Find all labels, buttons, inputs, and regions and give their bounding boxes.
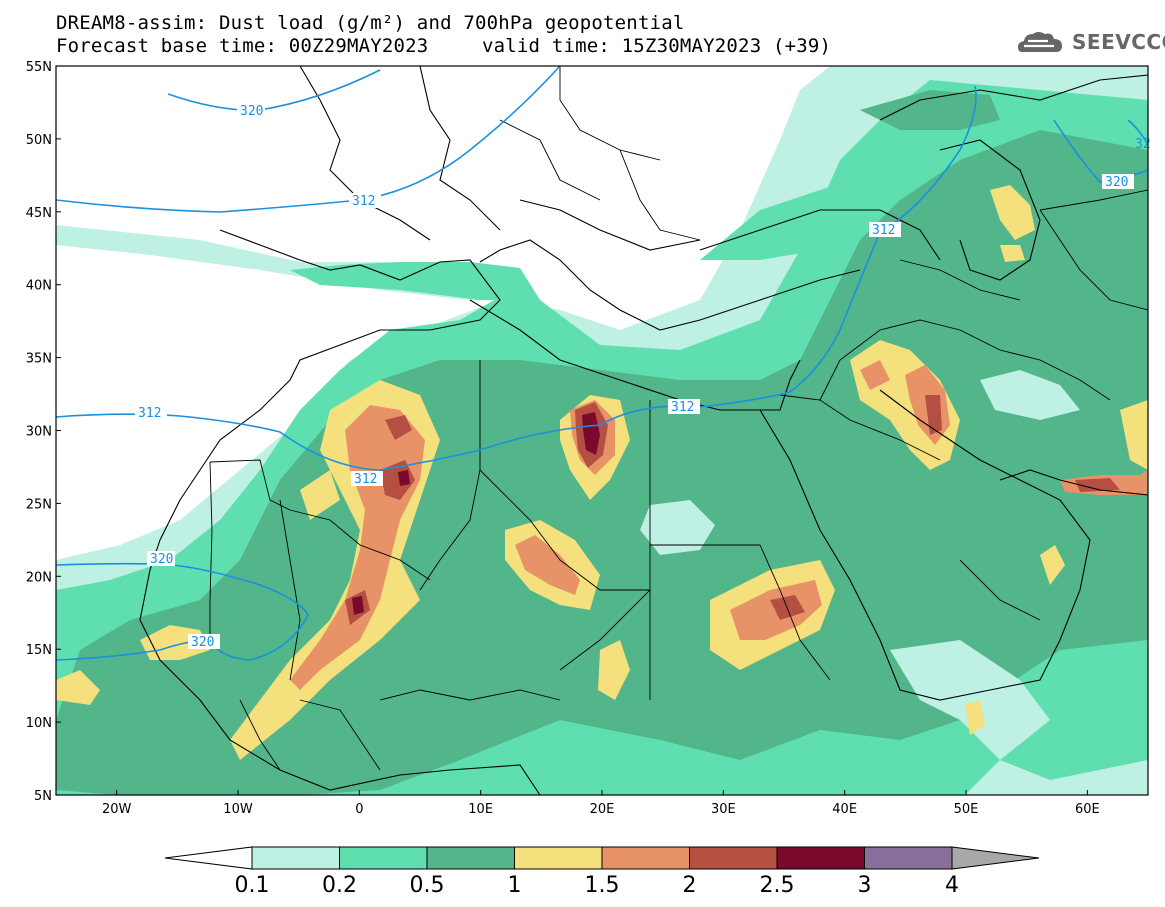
colorbar-label: 1 bbox=[508, 873, 522, 898]
colorbar-swatch bbox=[601, 846, 690, 870]
map-title: DREAM8-assim: Dust load (g/m²) and 700hP… bbox=[56, 12, 685, 34]
lat-label: 50N bbox=[26, 133, 52, 148]
svg-text:312: 312 bbox=[138, 406, 161, 421]
lat-label: 10N bbox=[26, 716, 52, 731]
lon-label: 40E bbox=[832, 802, 857, 817]
colorbar-swatch bbox=[251, 846, 340, 870]
svg-text:312: 312 bbox=[354, 472, 377, 487]
lat-label: 35N bbox=[26, 352, 52, 367]
lon-label: 60E bbox=[1075, 802, 1100, 817]
colorbar-label: 0.5 bbox=[410, 873, 445, 898]
seevccc-logo: SEEVCCC bbox=[1072, 30, 1165, 54]
lat-label: 15N bbox=[26, 643, 52, 658]
colorbar-swatch bbox=[426, 846, 515, 870]
colorbar-label: 1.5 bbox=[585, 873, 620, 898]
svg-text:312: 312 bbox=[872, 223, 895, 238]
dust-field bbox=[56, 66, 1148, 795]
colorbar-label: 2 bbox=[683, 873, 697, 898]
lat-label: 5N bbox=[34, 789, 52, 804]
contour-labels: 320 312 312 312 320 312 312 320 320 32 bbox=[135, 103, 1151, 650]
colorbar-swatch bbox=[339, 846, 428, 870]
colorbar: 0.1 0.2 0.5 1 1.5 2 2.5 3 4 bbox=[164, 846, 1040, 898]
svg-text:32: 32 bbox=[1135, 137, 1151, 152]
colorbar-swatch bbox=[689, 846, 778, 870]
svg-text:312: 312 bbox=[671, 400, 694, 415]
lon-label: 50E bbox=[954, 802, 979, 817]
lon-label: 20W bbox=[102, 802, 132, 817]
colorbar-label: 0.1 bbox=[235, 873, 270, 898]
forecast-base-time: Forecast base time: 00Z29MAY2023 bbox=[56, 35, 429, 57]
colorbar-label: 3 bbox=[858, 873, 872, 898]
colorbar-swatch bbox=[864, 846, 953, 870]
lon-label: 10W bbox=[223, 802, 253, 817]
longitude-axis: 20W 10W 0 10E 20E 30E 40E 50E 60E bbox=[102, 790, 1100, 817]
colorbar-label: 2.5 bbox=[760, 873, 795, 898]
colorbar-high-arrow bbox=[951, 846, 1040, 870]
svg-text:320: 320 bbox=[191, 635, 214, 650]
lat-label: 20N bbox=[26, 570, 52, 585]
svg-text:320: 320 bbox=[150, 552, 173, 567]
colorbar-label: 0.2 bbox=[322, 873, 357, 898]
colorbar-low-arrow bbox=[164, 846, 253, 870]
cloud-icon bbox=[1018, 32, 1062, 52]
lat-label: 30N bbox=[26, 425, 52, 440]
svg-text:320: 320 bbox=[1105, 175, 1128, 190]
svg-text:320: 320 bbox=[240, 104, 263, 119]
latitude-axis: 55N 50N 45N 40N 35N 30N 25N 20N 15N 10N 5N bbox=[26, 60, 61, 804]
lon-label: 20E bbox=[590, 802, 615, 817]
dust-level-2.5 bbox=[352, 412, 600, 615]
lon-label: 30E bbox=[711, 802, 736, 817]
lat-label: 40N bbox=[26, 279, 52, 294]
lon-label: 10E bbox=[468, 802, 493, 817]
country-borders bbox=[209, 66, 1148, 771]
colorbar-swatch bbox=[776, 846, 865, 870]
lat-label: 55N bbox=[26, 60, 52, 75]
colorbar-label: 4 bbox=[945, 873, 959, 898]
lon-label: 0 bbox=[355, 802, 363, 817]
valid-time: valid time: 15Z30MAY2023 (+39) bbox=[482, 35, 832, 57]
colorbar-swatch bbox=[514, 846, 603, 870]
lat-label: 25N bbox=[26, 497, 52, 512]
lat-label: 45N bbox=[26, 206, 52, 221]
svg-text:312: 312 bbox=[352, 194, 375, 209]
